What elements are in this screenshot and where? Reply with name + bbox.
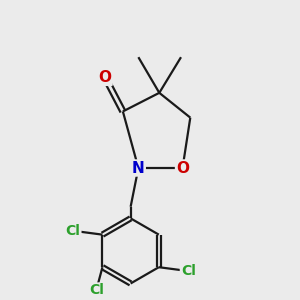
Text: O: O xyxy=(176,160,189,175)
Text: N: N xyxy=(132,160,145,175)
Text: O: O xyxy=(99,70,112,85)
Text: Cl: Cl xyxy=(66,224,80,238)
Text: Cl: Cl xyxy=(181,264,196,278)
Text: Cl: Cl xyxy=(89,284,104,297)
